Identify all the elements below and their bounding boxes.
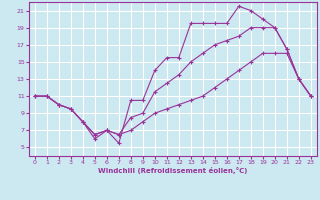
X-axis label: Windchill (Refroidissement éolien,°C): Windchill (Refroidissement éolien,°C) (98, 167, 247, 174)
